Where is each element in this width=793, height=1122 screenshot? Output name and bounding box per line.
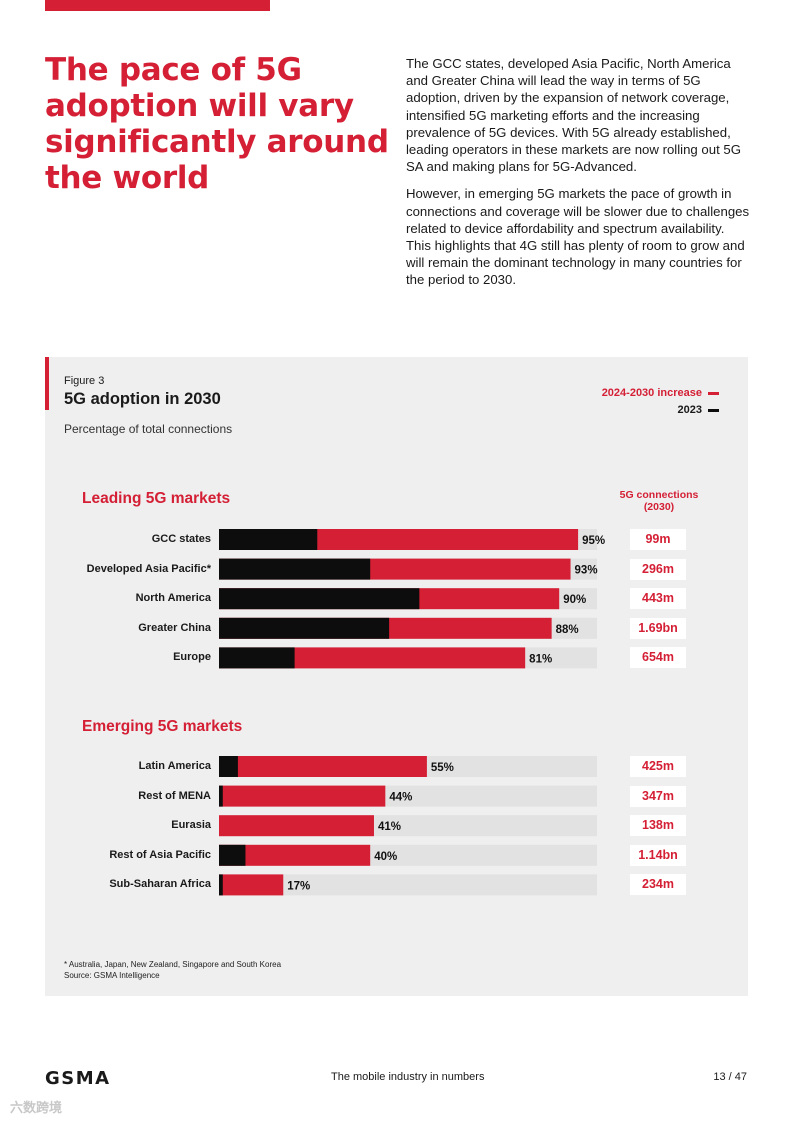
bar-track (219, 874, 597, 896)
category-label: Eurasia (171, 819, 211, 832)
connections-value: 1.14bn (630, 844, 686, 866)
figure-label: Figure 3 (64, 375, 105, 387)
chart-legend: 2024-2030 increase 2023 (602, 385, 719, 419)
connections-value: 234m (630, 874, 686, 896)
gsma-logo: GSMA (45, 1068, 111, 1089)
legend-swatch-2023 (708, 409, 719, 412)
watermark: 六数跨境 (10, 1100, 63, 1115)
connections-value: 138m (630, 815, 686, 837)
value-label: 81% (529, 653, 552, 665)
headline-line: adoption will vary (45, 88, 354, 124)
connections-value: 347m (630, 785, 686, 807)
value-label: 93% (575, 565, 598, 577)
bar-increase (219, 874, 284, 896)
connections-value: 654m (630, 647, 686, 669)
category-label: North America (135, 592, 211, 605)
category-label: Latin America (138, 760, 211, 772)
bar-increase (219, 844, 371, 866)
legend-item-increase: 2024-2030 increase (602, 385, 719, 402)
headline-line: the world (45, 160, 210, 196)
bar-increase (219, 785, 386, 807)
value-label: 95% (582, 535, 605, 547)
figure-accent-bar (45, 357, 49, 410)
value-label: 55% (431, 762, 454, 774)
headline-line: significantly around (45, 124, 389, 160)
intro-text: The GCC states, developed Asia Pacific, … (406, 55, 751, 299)
legend-label-2023: 2023 (677, 404, 702, 416)
section-title-emerging: Emerging 5G markets (82, 718, 243, 735)
intro-paragraph: The GCC states, developed Asia Pacific, … (406, 56, 741, 175)
legend-label-increase: 2024-2030 increase (601, 387, 702, 399)
category-label: Europe (173, 651, 211, 664)
bar-increase (219, 647, 526, 669)
footer-title: The mobile industry in numbers (331, 1071, 485, 1083)
category-label: GCC states (151, 533, 211, 545)
category-label: Sub-Saharan Africa (109, 878, 211, 891)
bar-2023 (219, 647, 295, 669)
bar-2023 (219, 558, 371, 580)
category-label: Developed Asia Pacific* (86, 562, 211, 575)
value-label: 40% (374, 851, 397, 863)
connections-header: 5G connections (2030) (619, 489, 699, 513)
bar-2023 (219, 785, 223, 807)
bar-2023 (219, 529, 318, 550)
page-headline: The pace of 5G adoption will vary signif… (45, 52, 389, 196)
connections-value: 99m (630, 529, 686, 550)
value-label: 41% (378, 821, 401, 833)
figure-title: 5G adoption in 2030 (64, 390, 221, 408)
bar-increase (219, 756, 427, 777)
footnote-text: * Australia, Japan, New Zealand, Singapo… (64, 960, 282, 969)
legend-swatch-increase (708, 392, 719, 395)
legend-item-2023: 2023 (602, 402, 719, 419)
headline-line: The pace of 5G (45, 52, 302, 88)
connections-value: 296m (630, 558, 686, 580)
connections-value: 425m (630, 756, 686, 777)
footnote: * Australia, Japan, New Zealand, Singapo… (64, 959, 281, 981)
page-number: 13 / 47 (713, 1071, 747, 1083)
section-title-leading: Leading 5G markets (82, 490, 231, 507)
bar-2023 (219, 874, 223, 896)
bar-2023 (219, 844, 246, 866)
category-label: Rest of Asia Pacific (109, 848, 211, 861)
bar-2023 (219, 756, 238, 777)
value-label: 44% (389, 792, 412, 804)
bar-increase (219, 815, 374, 837)
source-text: Source: GSMA Intelligence (64, 971, 160, 980)
bar-2023 (219, 617, 390, 639)
connections-value: 443m (630, 588, 686, 610)
category-label: Greater China (138, 621, 211, 634)
bar-2023 (219, 588, 420, 610)
figure-subtitle: Percentage of total connections (64, 422, 233, 436)
value-label: 88% (556, 624, 579, 636)
top-accent-bar (45, 0, 270, 11)
category-label: Rest of MENA (138, 789, 211, 802)
value-label: 17% (287, 880, 310, 892)
connections-value: 1.69bn (630, 617, 686, 639)
intro-paragraph: However, in emerging 5G markets the pace… (406, 186, 750, 288)
value-label: 90% (563, 594, 586, 606)
